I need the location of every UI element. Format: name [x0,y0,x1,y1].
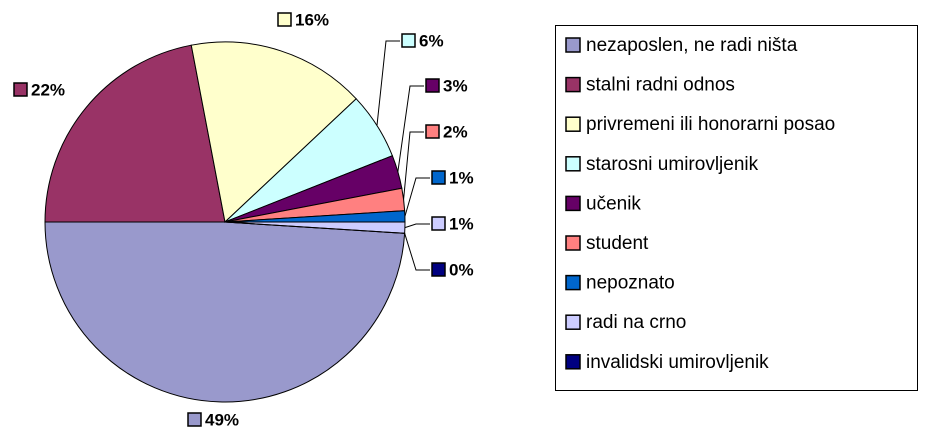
pie-slice [44,44,226,223]
legend-label: učenik [586,193,641,214]
leader-line [376,40,400,126]
label-swatch [425,124,440,139]
data-label: 16% [295,10,329,29]
data-label: 1% [449,214,474,233]
pie-slice [190,41,357,223]
data-label: 2% [443,122,468,141]
label-swatch [431,216,446,231]
leader-line [404,223,430,229]
leader-line [397,85,424,172]
legend-swatch [565,314,581,330]
leader-line [404,177,430,217]
legend-swatch [565,116,581,132]
legend-label: nezaposlen, ne radi ništa [586,35,798,56]
label-swatch [425,78,440,93]
label-swatch [401,33,416,48]
legend-swatch [565,37,581,53]
label-swatch [277,12,292,27]
leader-line [404,233,430,271]
legend-swatch [565,156,581,172]
label-swatch [187,412,202,427]
legend-label: student [586,233,649,254]
data-label: 6% [419,31,444,50]
legend-swatch [565,274,581,291]
data-label: 0% [449,260,474,279]
data-label: 22% [31,80,65,99]
legend-label: radi na crno [586,312,686,333]
legend-label: invalidski umirovljenik [586,352,769,373]
label-swatch [431,262,446,277]
pie-slice [44,221,406,403]
legend-swatch [565,195,581,212]
label-swatch [13,82,28,97]
label-swatch [431,170,446,185]
legend-label: stalni radni odnos [586,75,735,96]
legend-label: starosni umirovljenik [586,154,759,175]
data-label: 1% [449,168,474,187]
legend-swatch [565,76,581,93]
legend-box [555,25,918,391]
leader-line [403,131,424,200]
legend-swatch [565,235,581,251]
legend-label: nepoznato [586,273,675,294]
legend-label: privremeni ili honorarni posao [586,114,835,135]
data-label: 3% [443,76,468,95]
data-label: 49% [205,410,239,429]
legend-swatch [565,354,581,370]
